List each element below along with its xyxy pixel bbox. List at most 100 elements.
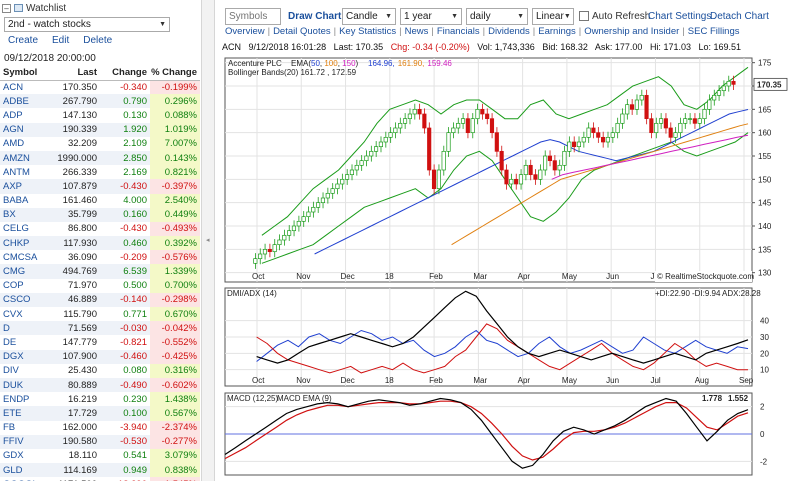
range-select[interactable]: 1 year ▼ — [400, 8, 462, 25]
interval-select[interactable]: daily ▼ — [466, 8, 528, 25]
table-row[interactable]: CMCSA 36.090 -0.209 -0.576% — [0, 250, 200, 265]
delete-link[interactable]: Delete — [83, 35, 113, 46]
column-header-symbol[interactable]: Symbol — [0, 65, 44, 81]
cell-pct-change: 0.821% — [150, 165, 200, 180]
table-row[interactable]: GDX 18.110 0.541 3.079% — [0, 448, 200, 464]
cell-pct-change: -0.576% — [150, 250, 200, 265]
cell-last: 161.460 — [62, 195, 97, 207]
adx-legend: ADX:28.28 — [722, 289, 761, 298]
table-row[interactable]: ETE 17.729 0.100 0.567% — [0, 406, 200, 421]
table-row[interactable]: AMZN 1990.000 2.850 0.143% — [0, 150, 200, 166]
column-header-change[interactable]: Change — [100, 65, 150, 81]
table-row[interactable]: DE 147.779 -0.821 -0.552% — [0, 335, 200, 350]
create-link[interactable]: Create — [8, 35, 39, 46]
cell-symbol: DGX — [0, 349, 44, 364]
symbol-input[interactable] — [225, 8, 281, 25]
dmi-x-tick-label: May — [562, 376, 577, 385]
table-row[interactable]: ADBE 267.790 0.790 0.296% — [0, 94, 200, 109]
chart-settings-link[interactable]: Chart Settings — [648, 11, 712, 22]
detach-chart-link[interactable]: Detach Chart — [710, 11, 769, 22]
nav-news[interactable]: News — [404, 26, 429, 37]
draw-chart-button[interactable]: Draw Chart — [288, 11, 342, 22]
table-row[interactable]: AGN 190.339 1.920 1.019% — [0, 122, 200, 137]
nav-ownership-insider[interactable]: Ownership and Insider — [584, 26, 680, 37]
cell-change: -0.430 — [120, 223, 147, 235]
nav-financials[interactable]: Financials — [436, 26, 480, 37]
candle-body — [629, 104, 635, 110]
table-row[interactable]: AMD 32.209 2.109 7.007% — [0, 136, 200, 151]
table-row[interactable]: AXP 107.879 -0.430 -0.397% — [0, 179, 200, 194]
table-row[interactable]: CVX 115.790 0.771 0.670% — [0, 307, 200, 322]
table-row[interactable]: DUK 80.889 -0.490 -0.602% — [0, 377, 200, 393]
candle-body — [364, 155, 369, 162]
candle-body — [398, 122, 403, 129]
dmi-y-tick-label: 20 — [760, 349, 769, 358]
table-row[interactable]: D 71.569 -0.030 -0.042% — [0, 321, 200, 336]
dmi-x-tick-label: Aug — [695, 376, 709, 385]
dmi-y-tick-label: 10 — [760, 366, 769, 375]
table-row[interactable]: CHKP 117.930 0.460 0.392% — [0, 236, 200, 251]
quote-high: Hi: 171.03 — [649, 42, 691, 52]
table-row[interactable]: CSCO 46.889 -0.140 -0.298% — [0, 292, 200, 307]
nav-dividends[interactable]: Dividends — [488, 26, 530, 37]
table-row[interactable]: COP 71.970 0.500 0.700% — [0, 278, 200, 293]
chart-type-select[interactable]: Candle ▼ — [342, 8, 396, 25]
candle-body — [591, 127, 596, 134]
nav-sec-fillings[interactable]: SEC Fillings — [687, 26, 740, 37]
candle-body — [354, 164, 359, 171]
quote-low: Lo: 169.51 — [698, 42, 742, 52]
table-row[interactable]: FB 162.000 -3.940 -2.374% — [0, 420, 200, 435]
cell-symbol: ACN — [3, 81, 24, 93]
watchlist-select[interactable]: 2nd - watch stocks ▼ — [4, 17, 170, 32]
di-minus-legend: -DI:9.94 — [692, 289, 721, 298]
cell-change: -0.460 — [100, 349, 150, 364]
scale-select[interactable]: Linear ▼ — [532, 8, 574, 25]
table-row[interactable]: CMG 494.769 6.539 1.339% — [0, 264, 200, 279]
candle-body — [287, 230, 292, 236]
auto-refresh-checkbox[interactable] — [579, 11, 589, 21]
column-header-pct-change[interactable]: % Change — [150, 65, 200, 81]
panel-splitter[interactable]: ◂ — [201, 0, 215, 481]
nav-key-statistics[interactable]: Key Statistics — [339, 26, 397, 37]
table-row[interactable]: ANTM 266.339 2.169 0.821% — [0, 165, 200, 180]
cell-symbol: CVX — [3, 308, 23, 320]
ema-value-part: 164.96, — [368, 59, 395, 68]
price-x-tick-label: Mar — [473, 272, 487, 281]
table-row[interactable]: GLD 114.169 0.949 0.838% — [0, 463, 200, 478]
column-header-last[interactable]: Last — [44, 65, 100, 81]
table-row[interactable]: CELG 86.800 -0.430 -0.493% — [0, 221, 200, 237]
candle-body — [267, 248, 272, 253]
table-row[interactable]: ACN 170.350 -0.340 -0.199% — [0, 80, 200, 95]
cell-symbol: ANTM — [3, 166, 30, 178]
candle-body — [374, 146, 379, 152]
price-y-tick-label: 175 — [758, 59, 772, 68]
stock-chart[interactable]: 175170165160155150145140135130OctNovDec1… — [217, 54, 800, 481]
candle-body — [687, 118, 693, 120]
candle-body — [528, 164, 533, 176]
nav-earnings[interactable]: Earnings — [538, 26, 576, 37]
table-row[interactable]: ADP 147.130 0.130 0.088% — [0, 108, 200, 123]
table-row[interactable]: BABA 161.460 4.000 2.540% — [0, 193, 200, 208]
table-row[interactable]: FFIV 190.580 -0.530 -0.277% — [0, 434, 200, 449]
cell-symbol: CHKP — [0, 236, 44, 251]
cell-change: -0.340 — [120, 81, 147, 93]
edit-link[interactable]: Edit — [52, 35, 70, 46]
splitter-grip-icon[interactable]: ◂ — [206, 237, 210, 244]
table-row[interactable]: ENDP 16.219 0.230 1.438% — [0, 392, 200, 407]
cell-symbol: FB — [3, 422, 16, 434]
candle-body — [316, 202, 321, 208]
collapse-toggle-icon[interactable]: – — [2, 3, 11, 13]
nav-detail-quotes[interactable]: Detail Quotes — [273, 26, 331, 37]
table-row[interactable]: GOOGL1171.500-18.290-1.545% — [0, 477, 200, 481]
table-row[interactable]: BX 35.799 0.160 0.449% — [0, 207, 200, 222]
candle-body — [697, 118, 702, 124]
dmi-x-tick-label: 18 — [385, 376, 394, 385]
candle-body — [277, 239, 282, 246]
cell-pct-change: -0.493% — [150, 221, 200, 237]
candle-body — [567, 141, 572, 152]
nav-overview[interactable]: Overview — [225, 26, 265, 37]
table-row[interactable]: DGX 107.900 -0.460 -0.425% — [0, 349, 200, 364]
cell-change: 2.109 — [123, 138, 147, 150]
candle-body — [615, 122, 620, 134]
table-row[interactable]: DIV 25.430 0.080 0.316% — [0, 363, 200, 378]
